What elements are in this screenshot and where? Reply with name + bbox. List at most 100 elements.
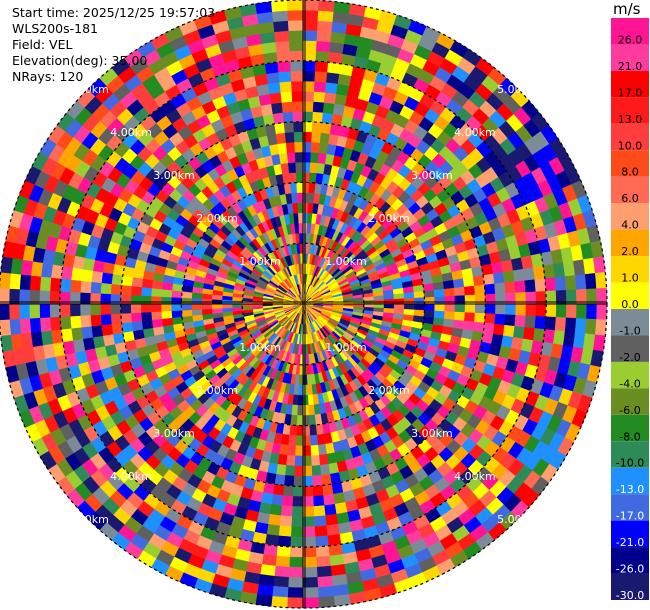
velocity-gate <box>276 50 291 63</box>
colorbar-tick-label: -1.0 <box>619 324 640 337</box>
velocity-gate <box>70 267 84 281</box>
velocity-gate <box>312 101 325 113</box>
velocity-gate <box>596 303 608 321</box>
velocity-gate <box>282 485 294 497</box>
velocity-gate <box>474 303 486 314</box>
velocity-gate <box>277 60 292 73</box>
velocity-gate <box>271 493 284 506</box>
velocity-gate <box>565 303 577 319</box>
velocity-gate <box>302 425 311 436</box>
velocity-gate <box>525 303 537 317</box>
range-label: 4.00km <box>454 470 496 483</box>
velocity-gate <box>442 279 455 290</box>
velocity-gate <box>272 112 285 125</box>
velocity-gate <box>433 288 445 298</box>
velocity-gate <box>59 278 72 293</box>
velocity-gate <box>59 315 72 330</box>
velocity-gate <box>312 485 324 497</box>
velocity-gate <box>302 131 313 143</box>
colorbar-tick-label: 2.0 <box>621 245 639 258</box>
velocity-gate <box>464 294 476 305</box>
velocity-gate <box>433 310 445 320</box>
range-label: 1.00km <box>325 255 367 268</box>
velocity-gate <box>258 574 275 587</box>
velocity-gate <box>327 61 342 75</box>
velocity-gate <box>271 102 284 115</box>
velocity-gate <box>494 282 506 295</box>
velocity-gate <box>70 327 84 341</box>
velocity-gate <box>514 280 526 294</box>
velocity-gate <box>328 462 340 475</box>
velocity-gate <box>291 516 304 528</box>
velocity-gate <box>297 202 304 214</box>
velocity-gate <box>314 60 329 73</box>
velocity-gate <box>482 322 495 335</box>
velocity-gate <box>296 415 304 426</box>
colorbar: 26.0 21.0 17.0 13.0 10.0 8.0 6.0 4.0 2.0 1.0 0.0 -1… <box>611 18 649 602</box>
velocity-gate <box>462 276 475 288</box>
velocity-gate <box>403 303 415 311</box>
velocity-gate <box>294 222 300 234</box>
nrays-text: NRays: 120 <box>12 69 84 84</box>
velocity-gate <box>316 565 332 578</box>
velocity-gate <box>201 298 213 305</box>
colorbar-tick-label: -10.0 <box>616 457 644 470</box>
velocity-gate <box>316 40 331 53</box>
velocity-gate <box>49 277 62 292</box>
velocity-gate <box>283 475 295 487</box>
velocity-gate <box>552 330 566 346</box>
velocity-gate <box>576 303 587 320</box>
velocity-gate <box>274 565 290 578</box>
velocity-gate <box>313 81 327 93</box>
velocity-gate <box>100 303 111 315</box>
velocity-gate <box>181 297 192 305</box>
velocity-gate <box>595 319 607 336</box>
velocity-gate <box>317 443 328 456</box>
velocity-gate <box>30 331 44 348</box>
velocity-gate <box>296 192 304 204</box>
velocity-gate <box>329 41 345 55</box>
velocity-gate <box>534 278 547 293</box>
range-label: 5.00km <box>497 83 539 96</box>
velocity-gate <box>318 596 335 608</box>
velocity-gate <box>271 596 288 608</box>
velocity-gate <box>310 141 321 154</box>
velocity-gate <box>308 414 316 426</box>
velocity-gate <box>274 473 286 486</box>
velocity-gate <box>494 313 506 326</box>
velocity-gate <box>326 523 340 537</box>
velocity-gate <box>298 384 304 396</box>
velocity-gate <box>280 505 293 517</box>
velocity-gate <box>323 92 337 105</box>
velocity-gate <box>290 60 304 72</box>
velocity-gate <box>287 20 304 31</box>
velocity-gate <box>278 525 292 537</box>
velocity-gate <box>120 312 132 324</box>
velocity-gate <box>290 70 304 82</box>
velocity-gate <box>307 394 314 406</box>
velocity-gate <box>502 324 515 338</box>
velocity-gate <box>160 296 172 305</box>
range-label: 5.00km <box>67 513 109 526</box>
velocity-gate <box>472 321 485 333</box>
velocity-gate <box>593 256 606 274</box>
velocity-gate <box>289 556 304 568</box>
velocity-gate <box>264 533 279 547</box>
velocity-gate <box>584 318 597 335</box>
range-label: 2.00km <box>196 212 238 225</box>
field-text: Field: VEL <box>12 37 73 52</box>
velocity-gate <box>39 303 51 318</box>
velocity-gate <box>318 453 329 466</box>
velocity-gate <box>287 434 297 446</box>
velocity-gate <box>289 546 304 558</box>
velocity-gate <box>288 30 304 42</box>
velocity-gate <box>302 141 312 153</box>
velocity-gate <box>554 317 567 332</box>
velocity-gate <box>151 318 164 329</box>
velocity-gate <box>290 526 304 538</box>
velocity-gate <box>267 82 281 95</box>
velocity-gate <box>453 286 466 297</box>
velocity-gate <box>39 317 52 332</box>
velocity-gate <box>328 51 343 65</box>
velocity-gate <box>424 296 435 305</box>
